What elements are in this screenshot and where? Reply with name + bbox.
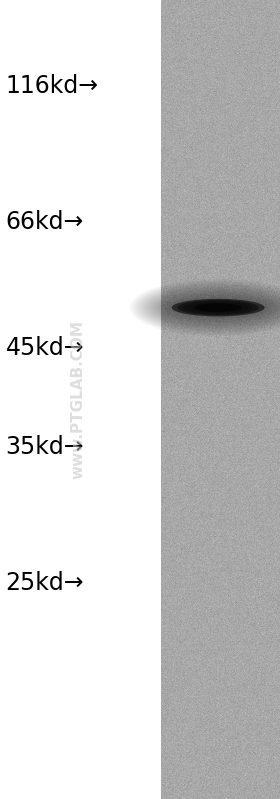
- Ellipse shape: [183, 301, 253, 314]
- Text: www.PTGLAB.COM: www.PTGLAB.COM: [71, 320, 86, 479]
- Ellipse shape: [212, 307, 224, 308]
- Ellipse shape: [189, 302, 247, 313]
- Text: 45kd→: 45kd→: [6, 336, 84, 360]
- Ellipse shape: [172, 299, 265, 316]
- Ellipse shape: [178, 300, 259, 316]
- Text: 25kd→: 25kd→: [6, 571, 84, 595]
- Text: 116kd→: 116kd→: [6, 74, 99, 98]
- Ellipse shape: [195, 303, 241, 312]
- Ellipse shape: [207, 305, 230, 310]
- Ellipse shape: [201, 304, 235, 311]
- Ellipse shape: [195, 303, 241, 312]
- Text: 35kd→: 35kd→: [6, 435, 84, 459]
- Text: 66kd→: 66kd→: [6, 210, 84, 234]
- Bar: [161, 0, 280, 799]
